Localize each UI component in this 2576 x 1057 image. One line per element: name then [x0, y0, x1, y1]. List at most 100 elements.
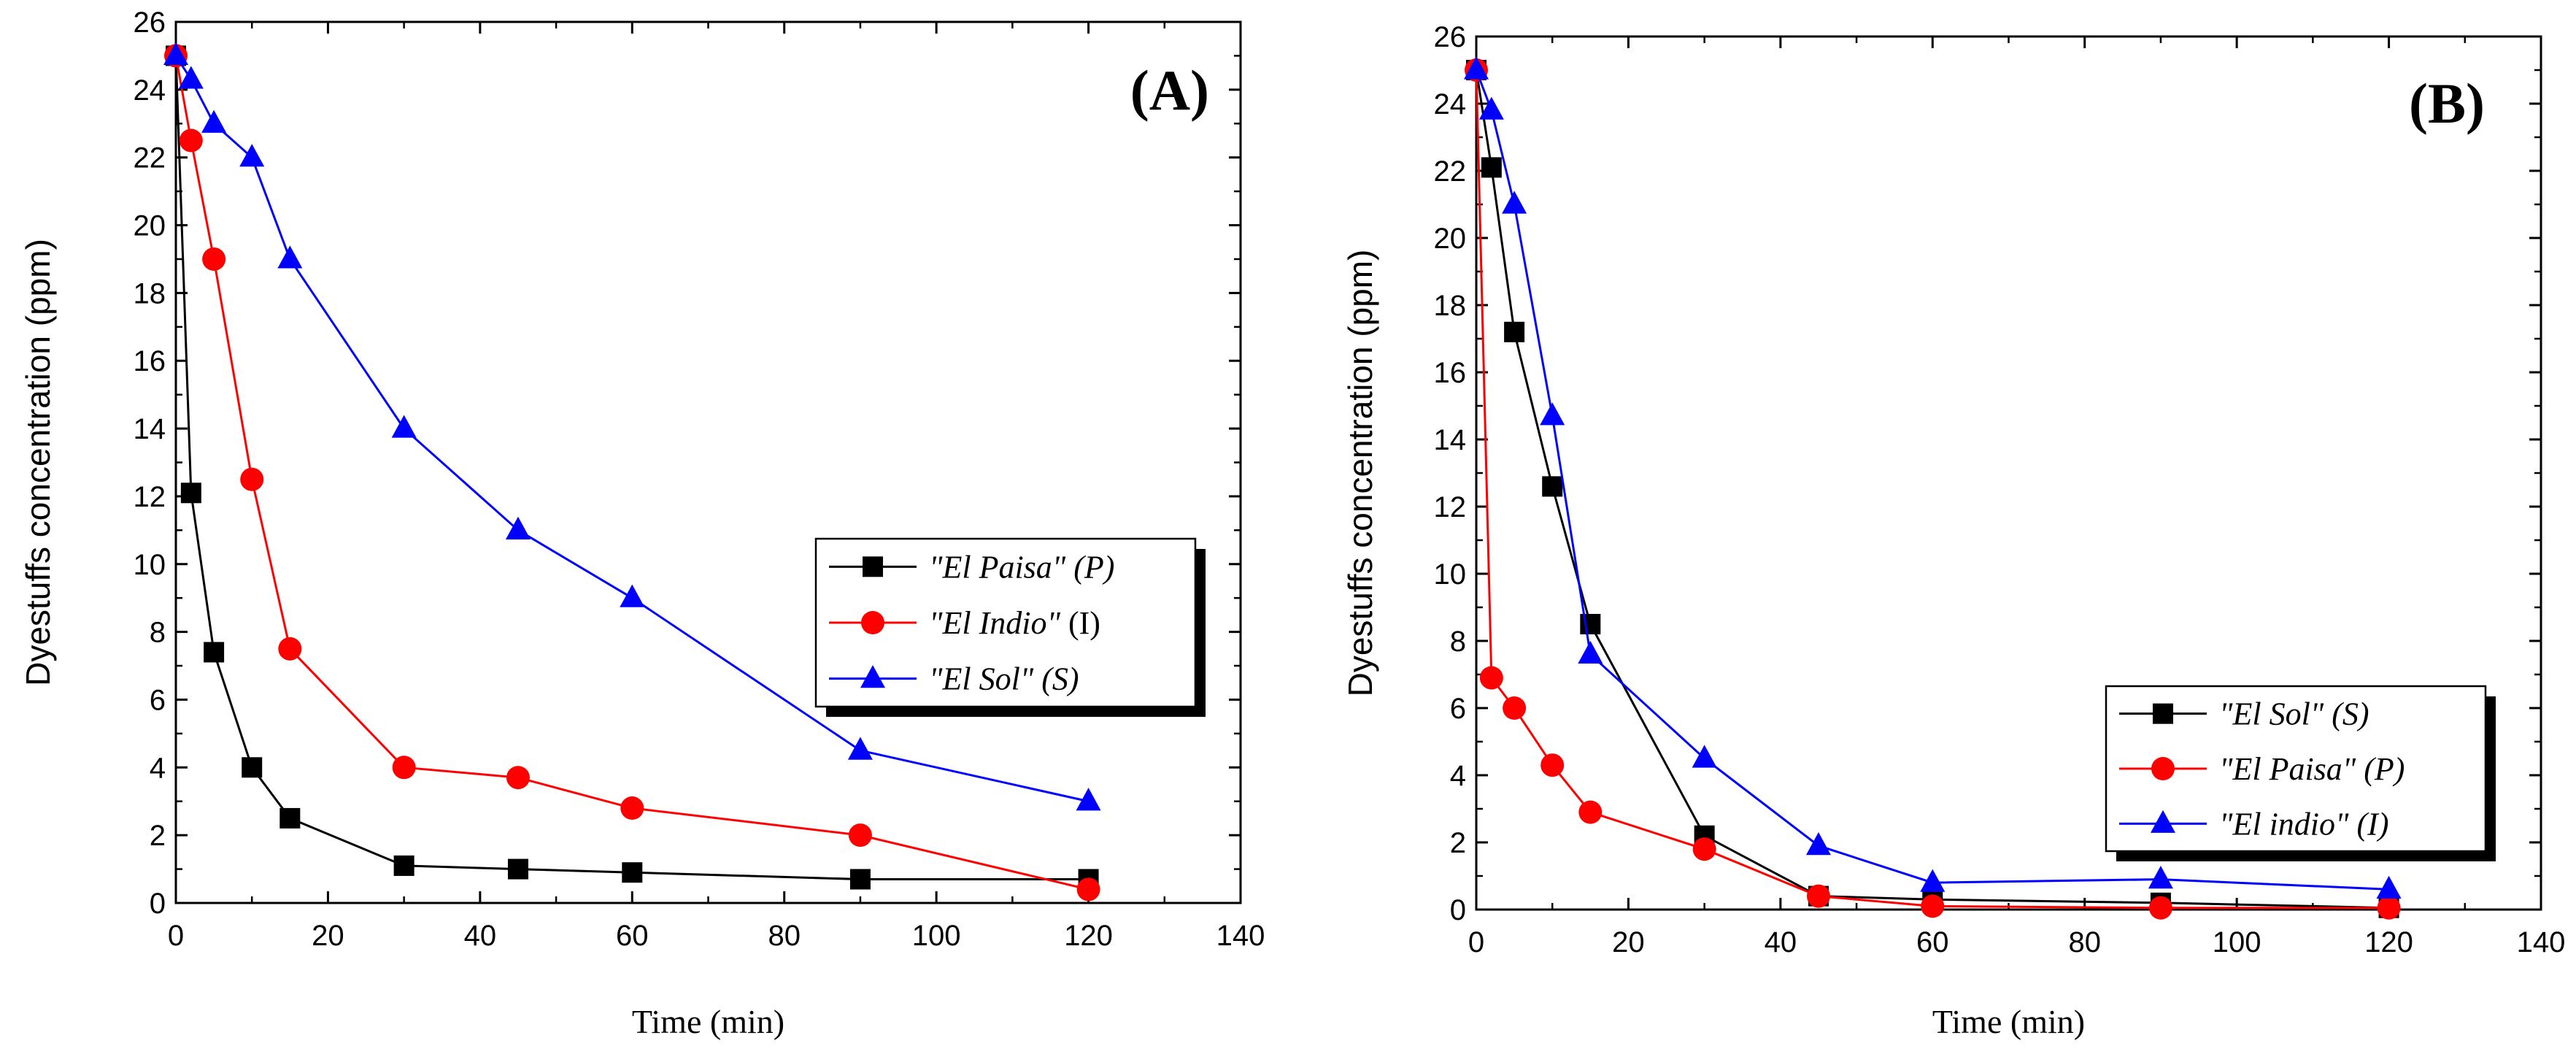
x-axis-ticks: 0 20 40 60 80 100 120 140	[168, 22, 1265, 952]
y-tick-label: 2	[1450, 827, 1466, 859]
panel-a: 0 20 40 60 80 100 120 1400246810121416182022242…	[19, 7, 1265, 1040]
x-tick-label: 140	[1216, 920, 1265, 952]
legend-entry: "El Paisa" (P)	[829, 549, 1114, 585]
series-line	[1475, 69, 2389, 910]
data-point	[179, 128, 203, 153]
y-tick-label: 26	[1434, 21, 1467, 53]
legend: "El Paisa" (P) "El Indio" (I) "El Sol" (S)	[814, 537, 1206, 717]
legend-label-suffix: (S)	[1041, 661, 1079, 697]
data-point	[278, 637, 302, 661]
legend-marker	[863, 556, 883, 577]
y-tick-label: 12	[134, 481, 166, 513]
y-tick-label: 24	[1434, 88, 1467, 120]
data-point	[242, 757, 263, 778]
data-point	[201, 109, 227, 133]
data-point	[2148, 896, 2172, 920]
series-line	[1475, 69, 2389, 891]
y-tick-label: 14	[134, 413, 166, 445]
data-point	[1540, 753, 1565, 777]
data-point	[1806, 884, 1830, 908]
data-point	[277, 245, 303, 269]
legend-label-name: "El Indio"	[929, 605, 1060, 641]
data-point	[1464, 56, 1489, 80]
y-tick-label: 22	[1434, 155, 1467, 188]
data-point	[1580, 614, 1601, 634]
y-tick-label: 18	[1434, 290, 1467, 322]
series-line	[174, 55, 1089, 891]
legend-label: "El Indio" (I)	[929, 605, 1100, 641]
legend-label: "El indio" (I)	[2219, 806, 2388, 842]
data-point	[507, 858, 528, 880]
legend-label-suffix: (P)	[1073, 549, 1114, 585]
y-tick-label: 26	[134, 7, 166, 39]
legend-label-space	[1065, 549, 1073, 585]
data-point	[1540, 402, 1565, 426]
y-tick-label: 22	[134, 142, 166, 174]
data-point	[393, 855, 414, 876]
panel-tag: (A)	[1130, 58, 1209, 122]
legend-label-name: "El indio"	[2219, 806, 2349, 842]
x-tick-label: 40	[1765, 926, 1797, 958]
y-axis-title: Dyestuffs concentration (ppm)	[1341, 250, 1379, 697]
data-point	[392, 756, 416, 780]
x-tick-label: 80	[768, 920, 801, 952]
data-point	[847, 737, 873, 760]
data-point	[848, 823, 872, 847]
data-point	[622, 862, 643, 883]
y-tick-label: 2	[150, 820, 166, 852]
data-point	[1805, 832, 1831, 856]
y-tick-label: 8	[1450, 626, 1466, 658]
x-tick-label: 0	[168, 920, 184, 952]
data-point	[620, 584, 645, 607]
legend-entry: "El indio" (I)	[2119, 806, 2388, 842]
data-point	[1578, 800, 1603, 824]
panel-tag: (B)	[2409, 72, 2485, 135]
series-1	[166, 45, 1099, 890]
data-point	[202, 247, 226, 271]
legend-label-space	[1060, 605, 1068, 641]
y-tick-label: 24	[134, 74, 166, 107]
data-point	[1481, 157, 1502, 178]
legend-marker	[2151, 810, 2175, 833]
x-tick-label: 60	[616, 920, 649, 952]
data-point	[1504, 321, 1525, 342]
legend-label: "El Paisa" (P)	[2219, 751, 2405, 787]
x-tick-label: 100	[2213, 926, 2261, 958]
data-point	[1478, 96, 1504, 120]
y-tick-label: 8	[150, 617, 166, 649]
y-tick-label: 4	[1450, 760, 1466, 792]
series-3	[163, 42, 1101, 811]
x-axis-title: Time (min)	[632, 1003, 784, 1040]
y-tick-label: 14	[1434, 424, 1467, 456]
x-tick-label: 120	[1064, 920, 1113, 952]
legend-marker	[2153, 703, 2173, 724]
data-point	[1502, 191, 1527, 214]
y-tick-label: 0	[1450, 894, 1466, 926]
legend-label-space	[1033, 661, 1041, 697]
legend-entry: "El Indio" (I)	[829, 605, 1100, 641]
y-tick-label: 10	[134, 549, 166, 581]
y-tick-label: 18	[134, 277, 166, 310]
data-point	[2376, 875, 2402, 899]
legend-marker	[860, 665, 885, 688]
x-tick-label: 80	[2068, 926, 2101, 958]
legend-label-space	[2356, 751, 2364, 787]
legend-label-name: "El Paisa"	[929, 549, 1066, 585]
legend-entry: "El Sol" (S)	[2119, 696, 2369, 732]
data-point	[1921, 894, 1945, 918]
y-tick-label: 6	[1450, 693, 1466, 725]
data-point	[2377, 896, 2401, 920]
data-point	[506, 766, 530, 790]
x-axis-title: Time (min)	[1932, 1003, 2085, 1040]
x-tick-label: 0	[1468, 926, 1484, 958]
series-2	[164, 44, 1100, 902]
data-point	[1076, 788, 1101, 811]
data-point	[239, 144, 265, 167]
data-point	[391, 415, 417, 438]
x-tick-label: 120	[2364, 926, 2413, 958]
data-point	[240, 467, 264, 491]
x-tick-label: 140	[2517, 926, 2566, 958]
data-point	[505, 516, 531, 539]
